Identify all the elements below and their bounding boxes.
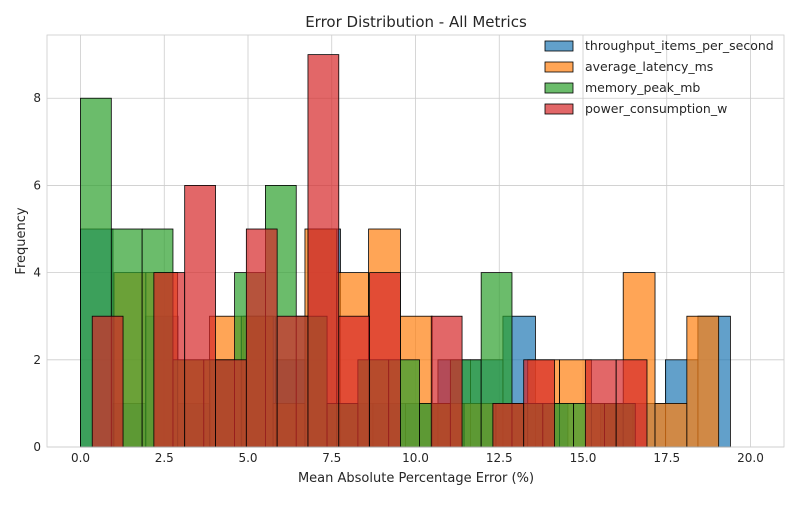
chart-title: Error Distribution - All Metrics <box>305 13 527 31</box>
legend-swatch <box>544 103 574 115</box>
histogram-bar <box>184 185 216 448</box>
x-tick-label: 5.0 <box>238 451 257 465</box>
x-tick-label: 7.5 <box>322 451 341 465</box>
histogram-bar <box>215 359 247 448</box>
legend: throughput_items_per_second average_laten… <box>544 38 774 116</box>
x-tick-label: 20.0 <box>737 451 764 465</box>
legend-swatch <box>544 82 574 94</box>
y-tick-label: 8 <box>33 91 41 105</box>
y-tick-label: 6 <box>33 178 41 192</box>
histogram-bar <box>654 403 688 448</box>
histogram-bar <box>276 315 309 448</box>
x-tick-label: 17.5 <box>653 451 680 465</box>
legend-swatch <box>544 40 574 52</box>
axes: 0.0 2.5 5.0 7.5 10.0 12.5 15.0 17.5 20.0 0 2 4 6 8 <box>33 34 785 465</box>
series-power_consumption_w <box>91 54 648 448</box>
histogram-bar <box>615 359 648 448</box>
y-axis-label: Frequency <box>14 207 29 274</box>
x-tick-label: 15.0 <box>570 451 597 465</box>
plot-frame <box>46 34 785 448</box>
histogram-bar <box>153 272 186 448</box>
legend-item: memory_peak_mb <box>544 80 700 95</box>
x-tick-label: 12.5 <box>486 451 513 465</box>
legend-item: power_consumption_w <box>544 101 727 116</box>
histogram-bar <box>91 315 124 448</box>
x-tick-label: 2.5 <box>155 451 174 465</box>
legend-label: average_latency_ms <box>585 59 713 74</box>
histogram-bar <box>338 315 371 448</box>
y-tick-label: 2 <box>33 353 41 367</box>
legend-swatch <box>544 61 574 73</box>
histogram-bar <box>307 54 340 448</box>
legend-item: throughput_items_per_second <box>544 38 774 53</box>
histogram-bar <box>523 359 555 448</box>
y-tick-label: 0 <box>33 440 41 454</box>
legend-item: average_latency_ms <box>544 59 713 74</box>
histogram-bars <box>80 54 731 448</box>
x-axis-label: Mean Absolute Percentage Error (%) <box>298 471 534 486</box>
legend-label: power_consumption_w <box>585 101 727 116</box>
y-tick-label: 4 <box>33 266 41 280</box>
histogram-bar <box>369 272 401 448</box>
histogram-bar <box>584 359 617 448</box>
histogram-bar <box>686 315 720 448</box>
histogram-bar <box>430 315 463 448</box>
legend-label: memory_peak_mb <box>585 80 700 95</box>
histogram-bar <box>492 403 525 448</box>
x-tick-label: 10.0 <box>402 451 429 465</box>
legend-label: throughput_items_per_second <box>585 38 774 53</box>
x-tick-label: 0.0 <box>71 451 90 465</box>
histogram-bar <box>245 228 278 448</box>
